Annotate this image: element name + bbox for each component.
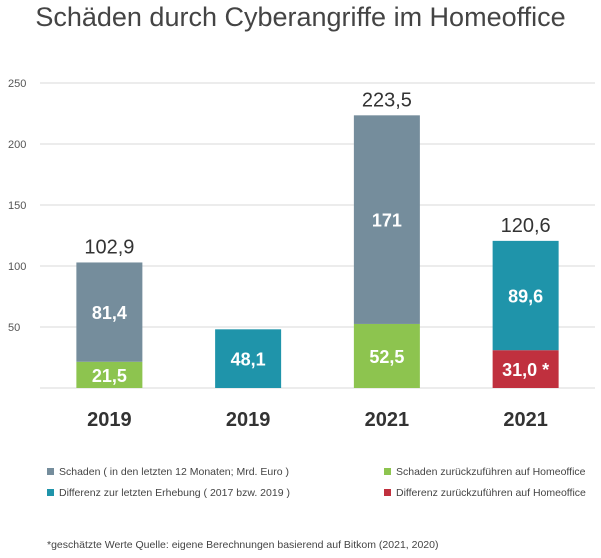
x-tick-label: 2021 bbox=[503, 409, 548, 431]
bar-segment-differenz bbox=[215, 329, 282, 388]
data-label: 31,0 * bbox=[502, 360, 549, 380]
legend-label: Differenz zurückzuführen auf Homeoffice bbox=[396, 487, 586, 499]
legend-item-differenz-homeoffice: Differenz zurückzuführen auf Homeoffice bbox=[384, 487, 586, 499]
legend-swatch bbox=[47, 488, 54, 496]
stacked-bar-chart: 50 100 150 200 250 21,5 81,4 102,9 2019 48,1 2019 5… bbox=[8, 78, 595, 431]
total-label: 223,5 bbox=[362, 89, 412, 111]
legend-swatch bbox=[47, 467, 54, 475]
y-tick-label: 150 bbox=[8, 200, 26, 212]
data-label: 89,6 bbox=[508, 287, 543, 307]
y-tick-label: 200 bbox=[8, 139, 26, 151]
bar-segment-differenz_homeoffice bbox=[492, 350, 559, 388]
bar-segment-schaden bbox=[353, 115, 420, 324]
legend-swatch bbox=[384, 467, 391, 475]
data-label: 81,4 bbox=[92, 303, 127, 323]
bar-segment-homeoffice bbox=[353, 323, 420, 388]
legend-label: Differenz zur letzten Erhebung ( 2017 bz… bbox=[59, 487, 290, 499]
data-label: 21,5 bbox=[92, 366, 127, 386]
bar-segment-schaden bbox=[76, 262, 143, 362]
data-label: 171 bbox=[372, 211, 402, 231]
x-tick-label: 2019 bbox=[87, 409, 132, 431]
x-tick-label: 2021 bbox=[365, 409, 410, 431]
legend-label: Schaden zurückzuführen auf Homeoffice bbox=[396, 466, 586, 478]
y-tick-label: 100 bbox=[8, 261, 26, 273]
legend-label: Schaden ( in den letzten 12 Monaten; Mrd… bbox=[59, 466, 289, 478]
legend-swatch bbox=[384, 488, 391, 496]
legend-item-differenz: Differenz zur letzten Erhebung ( 2017 bz… bbox=[47, 487, 290, 499]
y-tick-label: 50 bbox=[8, 322, 20, 334]
footnote: *geschätzte Werte Quelle: eigene Berechn… bbox=[47, 539, 439, 551]
total-label: 120,6 bbox=[501, 215, 551, 237]
legend-item-homeoffice: Schaden zurückzuführen auf Homeoffice bbox=[384, 466, 586, 478]
total-label: 102,9 bbox=[84, 236, 134, 258]
y-tick-label: 250 bbox=[8, 78, 26, 90]
bar-segment-differenz bbox=[492, 240, 559, 351]
data-label: 52,5 bbox=[369, 347, 404, 367]
data-label: 48,1 bbox=[231, 350, 266, 370]
legend-item-schaden: Schaden ( in den letzten 12 Monaten; Mrd… bbox=[47, 466, 289, 478]
x-tick-label: 2019 bbox=[226, 409, 271, 431]
bar-segment-homeoffice bbox=[76, 361, 143, 388]
chart-title: Schäden durch Cyberangriffe im Homeoffic… bbox=[35, 2, 566, 32]
